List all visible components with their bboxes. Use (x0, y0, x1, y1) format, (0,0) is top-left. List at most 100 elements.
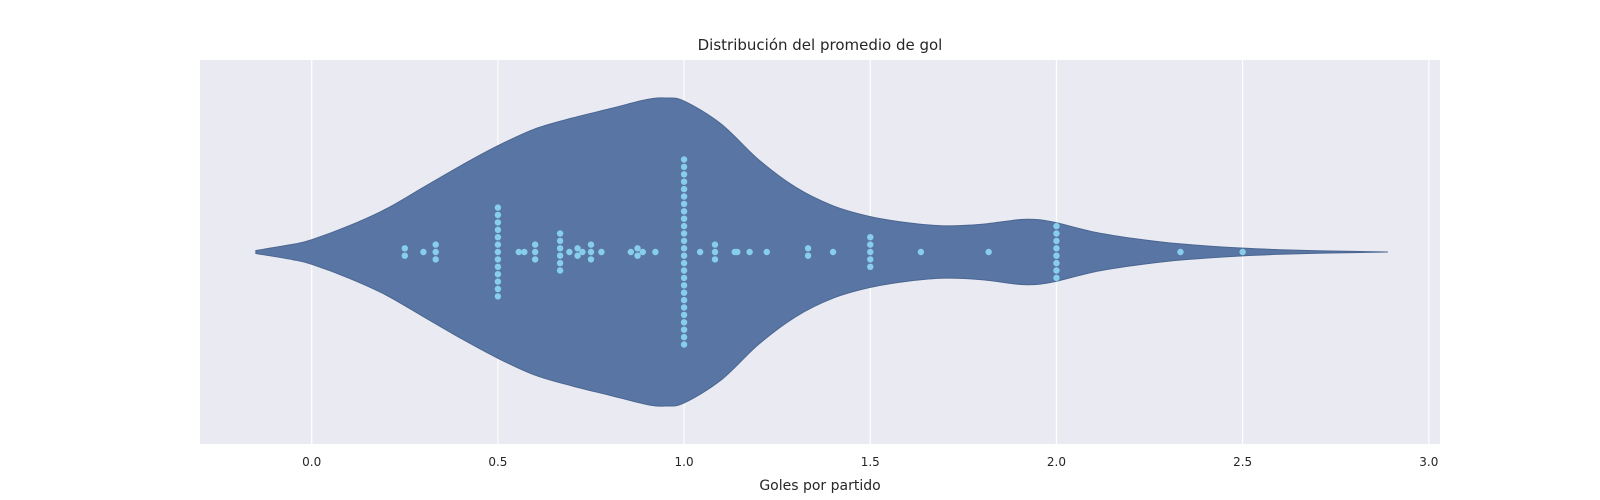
swarm-point (804, 252, 812, 259)
swarm-point (420, 248, 427, 256)
swarm-point (1053, 230, 1060, 237)
swarm-point (1053, 237, 1060, 245)
swarm-point (574, 252, 581, 259)
swarm-point (574, 245, 581, 252)
swarm-point (494, 285, 502, 293)
swarm-point (1053, 259, 1060, 267)
swarm-point (556, 237, 564, 245)
x-tick-label: 2.5 (1233, 455, 1252, 469)
swarm-point (763, 248, 770, 256)
swarm-point (1177, 248, 1184, 256)
swarm-point (680, 319, 688, 326)
swarm-point (680, 230, 688, 237)
swarm-point (494, 271, 502, 278)
swarm-point (680, 193, 688, 200)
swarm-point (494, 234, 502, 241)
swarm-point (680, 304, 688, 311)
swarm-point (680, 185, 688, 193)
x-tick-label: 1.5 (861, 455, 880, 469)
swarm-point (711, 256, 719, 263)
swarm-point (515, 248, 522, 256)
swarm-point (556, 259, 564, 267)
swarm-point (985, 248, 992, 256)
x-tick-label: 3.0 (1419, 455, 1438, 469)
swarm-point (680, 333, 688, 341)
swarm-point (432, 241, 439, 248)
swarm-point (680, 171, 688, 178)
swarm-point (680, 296, 688, 304)
swarm-point (494, 263, 502, 270)
swarm-point (556, 267, 564, 274)
swarm-point (680, 200, 688, 208)
swarm-point (1053, 252, 1060, 259)
swarm-point (680, 311, 688, 319)
swarm-point (627, 248, 635, 256)
swarm-point (680, 208, 688, 215)
swarm-point (634, 252, 641, 259)
swarm-point (1053, 245, 1060, 252)
swarm-point (494, 211, 502, 219)
swarm-point (680, 326, 688, 333)
x-tick-label: 2.0 (1047, 455, 1066, 469)
swarm-point (401, 245, 408, 252)
swarm-point (494, 241, 502, 248)
swarm-point (711, 241, 719, 248)
swarm-point (566, 248, 573, 256)
swarm-point (1239, 248, 1246, 256)
swarm-point (531, 248, 539, 256)
swarm-point (579, 248, 586, 256)
swarm-point (432, 248, 439, 256)
swarm-point (521, 248, 528, 256)
swarm-point (639, 248, 646, 256)
swarm-point (680, 156, 688, 163)
swarm-point (556, 245, 564, 252)
chart-title: Distribución del promedio de gol (698, 36, 943, 54)
swarm-point (867, 241, 874, 248)
swarm-point (587, 241, 595, 248)
swarm-point (494, 219, 502, 226)
swarm-point (494, 256, 502, 263)
swarm-point (494, 248, 502, 256)
swarm-point (867, 248, 874, 256)
swarm-point (917, 248, 925, 256)
swarm-point (680, 282, 688, 289)
x-tick-label: 0.5 (488, 455, 507, 469)
swarm-point (494, 293, 502, 300)
swarm-point (746, 248, 753, 256)
swarm-point (531, 241, 539, 248)
swarm-point (556, 252, 564, 259)
swarm-point (531, 256, 539, 263)
swarm-point (587, 256, 595, 263)
swarm-point (680, 237, 688, 245)
swarm-point (867, 263, 874, 270)
swarm-point (1053, 267, 1060, 274)
swarm-point (401, 252, 408, 259)
swarm-point (652, 248, 659, 256)
swarm-point (494, 226, 502, 233)
x-tick-label: 0.0 (302, 455, 321, 469)
swarm-point (556, 230, 564, 237)
swarm-point (829, 248, 837, 256)
x-axis-ticks: 0.0 0.5 1.0 1.5 2.0 2.5 3.0 (302, 455, 1438, 469)
swarm-point (680, 245, 688, 252)
swarm-point (634, 245, 641, 252)
swarm-point (696, 248, 704, 256)
swarm-point (1053, 274, 1060, 282)
swarm-point (587, 248, 595, 256)
x-axis-label: Goles por partido (759, 478, 880, 494)
swarm-point (494, 278, 502, 285)
swarm-point (680, 215, 688, 222)
swarm-point (734, 248, 741, 256)
swarm-point (680, 341, 688, 348)
swarm-point (1053, 222, 1060, 230)
swarm-point (711, 248, 719, 256)
swarm-point (804, 245, 812, 252)
violin-body (255, 97, 1388, 407)
swarm-point (680, 178, 688, 185)
swarm-point (598, 248, 605, 256)
swarm-point (680, 222, 688, 230)
swarm-point (680, 289, 688, 296)
swarm-point (867, 256, 874, 263)
swarm-point (680, 163, 688, 171)
